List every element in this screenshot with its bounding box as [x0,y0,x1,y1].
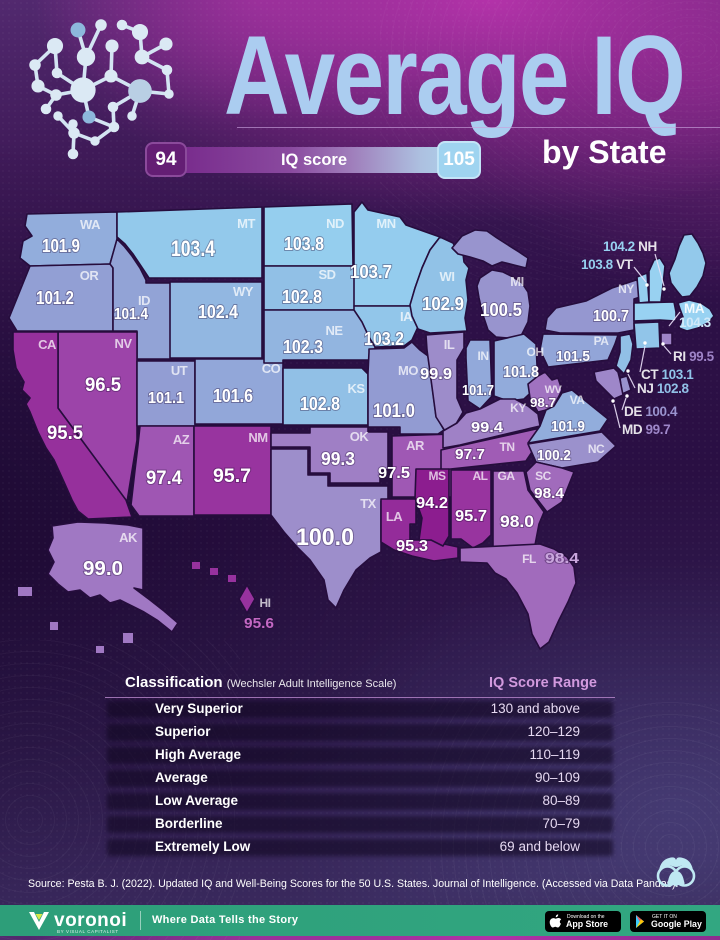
svg-text:97.7: 97.7 [455,446,485,463]
svg-text:99.4: 99.4 [471,419,504,436]
svg-text:CA: CA [38,337,57,352]
svg-text:NC: NC [588,442,605,456]
svg-text:LA: LA [386,509,403,524]
svg-text:100.5: 100.5 [480,300,522,320]
svg-text:TN: TN [500,440,515,454]
svg-text:OR: OR [80,268,100,283]
svg-text:MA: MA [684,301,705,316]
svg-text:CT 103.1: CT 103.1 [641,367,694,382]
svg-text:PA: PA [594,334,610,348]
svg-text:MI: MI [510,274,523,289]
svg-text:95.3: 95.3 [396,538,428,555]
svg-text:101.1: 101.1 [148,390,184,407]
svg-text:OK: OK [350,429,370,444]
svg-text:102.4: 102.4 [198,302,238,322]
svg-text:98.7: 98.7 [530,395,556,410]
svg-text:NY: NY [618,282,634,296]
svg-text:100.2: 100.2 [537,447,571,464]
svg-text:AL: AL [473,469,488,483]
svg-text:101.9: 101.9 [551,418,585,435]
svg-text:UT: UT [171,363,188,378]
svg-text:101.6: 101.6 [213,386,253,406]
svg-text:NV: NV [114,336,132,351]
svg-text:AR: AR [406,438,425,453]
svg-text:95.5: 95.5 [47,423,83,444]
svg-text:95.6: 95.6 [244,615,274,632]
svg-text:97.5: 97.5 [378,465,410,482]
svg-text:103.2: 103.2 [364,329,404,349]
svg-text:WY: WY [233,284,254,299]
svg-text:IN: IN [478,349,489,363]
svg-text:NM: NM [248,430,267,445]
svg-text:AZ: AZ [173,432,190,447]
svg-text:SD: SD [318,267,335,282]
svg-text:101.0: 101.0 [373,401,415,422]
svg-text:101.7: 101.7 [462,382,494,399]
svg-text:MT: MT [237,216,255,231]
svg-text:98.4: 98.4 [545,550,580,567]
svg-text:AK: AK [119,530,138,545]
svg-text:101.5: 101.5 [556,348,590,365]
svg-text:95.7: 95.7 [213,466,251,487]
svg-text:99.0: 99.0 [83,558,123,580]
svg-text:102.8: 102.8 [300,394,340,414]
svg-text:VA: VA [570,393,586,407]
svg-text:101.2: 101.2 [36,288,74,308]
svg-text:103.7: 103.7 [350,262,392,282]
svg-text:MN: MN [376,216,395,231]
svg-text:HI: HI [260,596,271,610]
svg-text:OH: OH [527,345,544,359]
svg-text:WI: WI [440,269,455,284]
svg-text:KS: KS [347,381,365,396]
svg-text:100.7: 100.7 [593,308,629,325]
svg-text:103.8 VT: 103.8 VT [581,257,634,272]
svg-text:DE 100.4: DE 100.4 [624,404,678,419]
svg-text:CO: CO [262,361,281,376]
svg-text:NE: NE [325,323,343,338]
svg-text:NJ 102.8: NJ 102.8 [637,381,689,396]
svg-text:RI 99.5: RI 99.5 [673,349,715,364]
svg-text:MS: MS [429,469,446,483]
svg-text:TX: TX [360,496,376,511]
svg-text:97.4: 97.4 [146,468,182,489]
svg-text:MD 99.7: MD 99.7 [622,422,670,437]
svg-text:100.0: 100.0 [296,524,354,551]
svg-text:IA: IA [400,309,413,324]
svg-text:FL: FL [522,552,536,566]
svg-text:98.0: 98.0 [500,512,534,531]
svg-text:102.3: 102.3 [283,337,323,357]
svg-text:104.3: 104.3 [679,315,712,330]
svg-text:103.4: 103.4 [171,236,216,261]
svg-text:94.2: 94.2 [416,495,448,512]
svg-text:ID: ID [138,293,150,308]
svg-text:ND: ND [326,216,344,231]
svg-text:104.2 NH: 104.2 NH [603,239,657,254]
svg-text:103.8: 103.8 [284,234,324,254]
svg-text:102.9: 102.9 [422,294,464,314]
svg-text:101.8: 101.8 [503,364,539,381]
svg-text:MO: MO [398,363,418,378]
svg-text:GA: GA [498,469,516,483]
svg-text:96.5: 96.5 [85,374,121,396]
svg-text:101.4: 101.4 [114,306,148,323]
svg-text:95.7: 95.7 [455,508,487,525]
svg-text:101.9: 101.9 [42,236,80,256]
svg-text:WA: WA [80,217,101,232]
svg-text:102.8: 102.8 [282,287,322,307]
svg-text:SC: SC [535,469,552,483]
svg-text:KY: KY [510,401,526,415]
svg-text:IL: IL [444,337,455,352]
svg-text:WV: WV [545,384,563,396]
svg-text:99.3: 99.3 [321,449,355,469]
svg-text:98.4: 98.4 [534,485,565,502]
svg-text:99.9: 99.9 [420,366,452,383]
